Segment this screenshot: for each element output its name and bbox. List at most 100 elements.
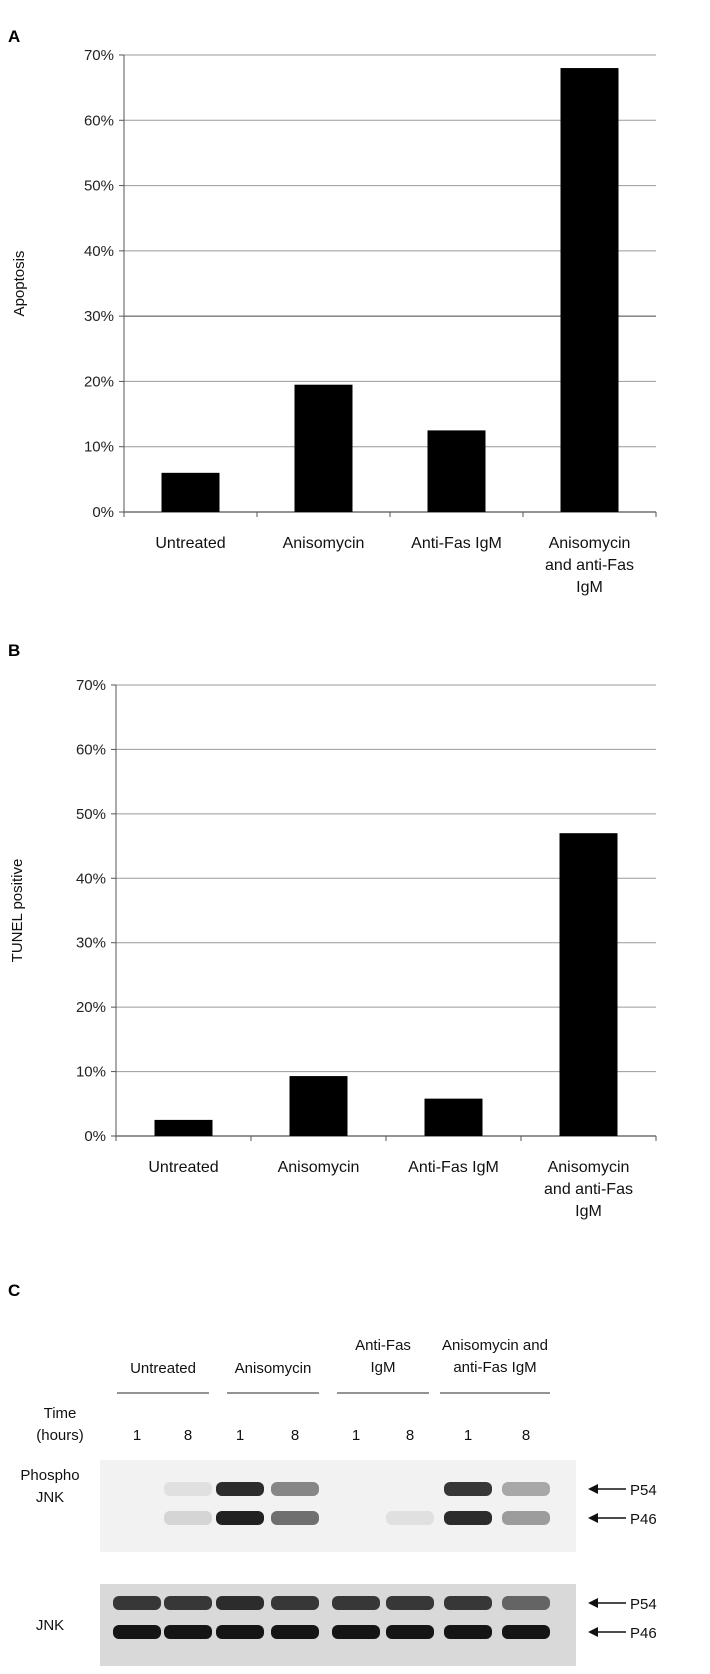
protein-band [164,1482,212,1496]
protein-band [502,1625,550,1639]
treatment-group-label: anti-Fas IgM [453,1359,536,1376]
protein-band [113,1625,161,1639]
protein-band [386,1625,434,1639]
time-value: 8 [522,1427,530,1444]
y-tick-label: 20% [76,999,106,1016]
blot-row-label: Phospho [20,1467,79,1484]
category-label: Anisomycin [283,535,365,552]
bar [161,472,220,512]
treatment-group-label: IgM [370,1359,395,1376]
bar [560,68,619,513]
time-value: 8 [184,1427,192,1444]
arrow-head [588,1598,598,1608]
treatment-group-label: Untreated [130,1360,196,1377]
blot-row-label: JNK [36,1617,64,1634]
y-tick-label: 20% [84,373,114,390]
arrow-head [588,1513,598,1523]
protein-band [444,1625,492,1639]
western-blot-panel: Untreated Anisomycin Anti-Fas IgM Anisomycin… [20,1337,657,1666]
y-tick-label: 10% [84,439,114,456]
bar [154,1119,213,1136]
category-label: IgM [576,579,603,596]
protein-band [444,1596,492,1610]
y-axis-label: TUNEL positive [9,859,26,963]
panel-label-c: C [8,1281,20,1300]
bar [289,1076,348,1136]
time-value: 8 [406,1427,414,1444]
chart-apoptosis: 0% 10% 20% 30% 40% 50% 60% 70% Untreated Anisomyc… [11,47,657,596]
y-tick-label: 0% [92,504,114,521]
protein-band [113,1596,161,1610]
bar [294,384,353,512]
category-label: Anisomycin [549,535,631,552]
time-value: 1 [133,1427,141,1444]
time-label: (hours) [36,1427,84,1444]
y-tick-label: 40% [84,243,114,260]
y-tick-label: 30% [84,308,114,325]
category-label: Anisomycin [278,1159,360,1176]
y-tick-label: 70% [76,677,106,694]
protein-band [216,1482,264,1496]
bar [427,430,486,512]
y-tick-label: 0% [84,1128,106,1145]
blot-row-label: JNK [36,1489,64,1506]
protein-band [271,1596,319,1610]
band-marker-label: P54 [630,1596,657,1613]
category-label: and anti-Fas [545,557,634,574]
y-tick-label: 50% [76,806,106,823]
band-marker-label: P46 [630,1511,657,1528]
y-tick-label: 70% [84,47,114,64]
category-label: Anti-Fas IgM [408,1159,499,1176]
protein-band [164,1596,212,1610]
y-tick-label: 60% [76,741,106,758]
category-label: Anti-Fas IgM [411,535,502,552]
bar [559,833,618,1136]
time-value: 1 [352,1427,360,1444]
protein-band [271,1625,319,1639]
arrow-head [588,1484,598,1494]
category-label: Untreated [155,535,225,552]
panel-label-a: A [8,27,20,46]
protein-band [502,1511,550,1525]
category-label: IgM [575,1203,602,1220]
band-marker-label: P46 [630,1625,657,1642]
protein-band [444,1511,492,1525]
chart-tunel-positive: 0% 10% 20% 30% 40% 50% 60% 70% Untreated Anisomyc… [9,677,657,1220]
y-axis-label: Apoptosis [11,251,28,317]
y-tick-label: 10% [76,1064,106,1081]
blot-membrane [100,1460,576,1552]
treatment-group-label: Anisomycin [235,1360,312,1377]
protein-band [164,1625,212,1639]
protein-band [271,1511,319,1525]
protein-band [502,1596,550,1610]
arrow-head [588,1627,598,1637]
band-marker-label: P54 [630,1482,657,1499]
category-label: and anti-Fas [544,1181,633,1198]
y-tick-label: 50% [84,178,114,195]
protein-band [164,1511,212,1525]
treatment-group-label: Anisomycin and [442,1337,548,1354]
treatment-group-label: Anti-Fas [355,1337,411,1354]
category-label: Anisomycin [548,1159,630,1176]
y-tick-label: 40% [76,870,106,887]
panel-label-b: B [8,641,20,660]
protein-band [502,1482,550,1496]
y-tick-label: 60% [84,112,114,129]
protein-band [444,1482,492,1496]
protein-band [216,1511,264,1525]
bar [424,1098,483,1136]
protein-band [271,1482,319,1496]
protein-band [386,1596,434,1610]
time-value: 8 [291,1427,299,1444]
time-value: 1 [236,1427,244,1444]
protein-band [332,1625,380,1639]
protein-band [332,1596,380,1610]
time-label: Time [44,1405,77,1422]
category-label: Untreated [148,1159,218,1176]
protein-band [216,1596,264,1610]
protein-band [386,1511,434,1525]
y-tick-label: 30% [76,935,106,952]
protein-band [216,1625,264,1639]
time-value: 1 [464,1427,472,1444]
